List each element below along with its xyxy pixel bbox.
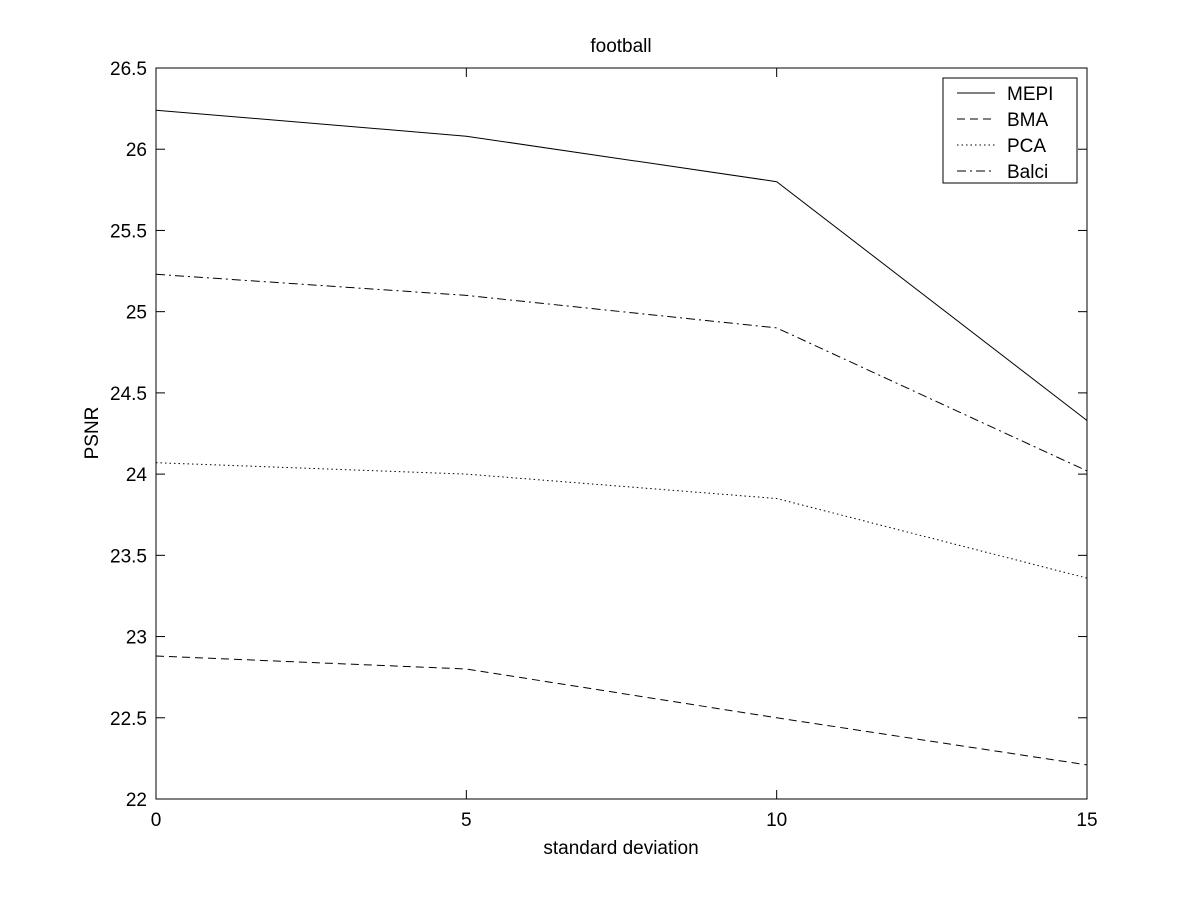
series-lines	[155, 109, 1088, 766]
y-axis-label: PSNR	[82, 407, 103, 460]
y-tick-label: 23.5	[110, 546, 147, 567]
chart-title: football	[590, 36, 651, 57]
y-tick-label: 24.5	[110, 384, 147, 405]
y-tick-label: 23	[126, 628, 147, 649]
legend-label-mepi: MEPI	[1007, 84, 1053, 105]
series-line-bma	[155, 655, 1088, 766]
legend-label-bma: BMA	[1007, 110, 1049, 131]
x-tick-label: 0	[151, 810, 162, 831]
x-axis-label: standard deviation	[543, 838, 698, 859]
y-tick-label: 26	[126, 140, 147, 161]
axis-ticks: 0 5 10 15 22 22.5 23 23.5 24 24.5 25 25.5 26 26.5	[110, 59, 1098, 831]
y-tick-label: 26.5	[110, 59, 147, 80]
legend-box	[942, 77, 1078, 184]
x-tick-label: 10	[766, 810, 787, 831]
x-tick-label: 5	[461, 810, 472, 831]
y-tick-label: 22.5	[110, 709, 147, 730]
series-line-mepi	[155, 109, 1088, 421]
legend-label-pca: PCA	[1007, 136, 1046, 157]
y-tick-label: 25.5	[110, 221, 147, 242]
y-tick-label: 25	[126, 303, 147, 324]
x-tick-label: 15	[1076, 810, 1097, 831]
legend-label-balci: Balci	[1007, 162, 1048, 183]
plot-area-frame	[155, 67, 1088, 800]
y-tick-label: 24	[126, 465, 148, 486]
legend: MEPI BMA PCA Balci	[942, 77, 1078, 184]
y-tick-label: 22	[126, 790, 147, 811]
series-line-balci	[155, 273, 1088, 472]
